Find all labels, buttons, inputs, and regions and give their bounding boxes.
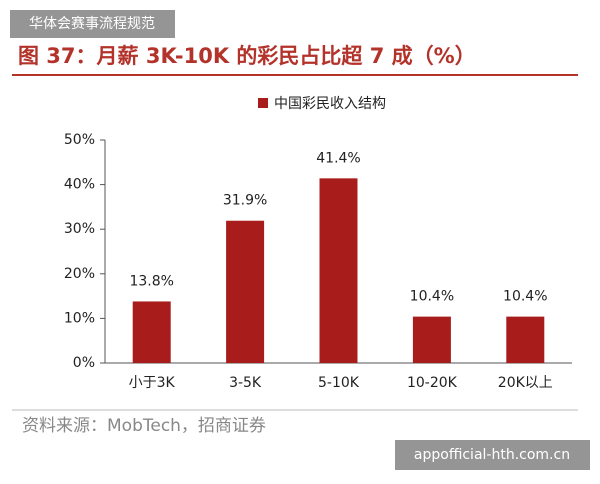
- bar: [412, 316, 451, 363]
- x-tick-label: 10-20K: [407, 375, 458, 391]
- value-label: 10.4%: [503, 289, 547, 305]
- bar: [226, 220, 265, 363]
- y-tick-label: 10%: [64, 310, 95, 326]
- chart-title: 图 37：月薪 3K-10K 的彩民占比超 7 成（%）: [18, 44, 476, 68]
- value-label: 41.4%: [316, 150, 360, 166]
- x-tick-label: 20K以上: [498, 375, 553, 391]
- x-tick-label: 3-5K: [229, 375, 262, 391]
- y-tick-label: 50%: [64, 132, 95, 148]
- legend-label: 中国彩民收入结构: [274, 96, 386, 112]
- watermark: appofficial-hth.com.cn: [414, 447, 570, 463]
- value-label: 31.9%: [223, 193, 267, 209]
- bar: [132, 301, 171, 363]
- y-tick-label: 0%: [73, 355, 95, 371]
- x-tick-label: 小于3K: [129, 375, 176, 391]
- legend-swatch: [258, 98, 268, 108]
- value-label: 13.8%: [129, 273, 173, 289]
- banner-bg: [10, 10, 175, 38]
- banner: 华体会赛事流程规范: [29, 15, 155, 32]
- bar: [506, 316, 545, 363]
- y-tick-label: 40%: [64, 177, 95, 193]
- y-tick-label: 30%: [64, 221, 95, 237]
- watermark-bg: [395, 440, 590, 470]
- x-tick-label: 5-10K: [318, 375, 360, 391]
- source: 资料来源：MobTech，招商证券: [22, 416, 266, 436]
- value-label: 10.4%: [410, 289, 454, 305]
- bar: [319, 178, 358, 363]
- y-tick-label: 20%: [64, 266, 95, 282]
